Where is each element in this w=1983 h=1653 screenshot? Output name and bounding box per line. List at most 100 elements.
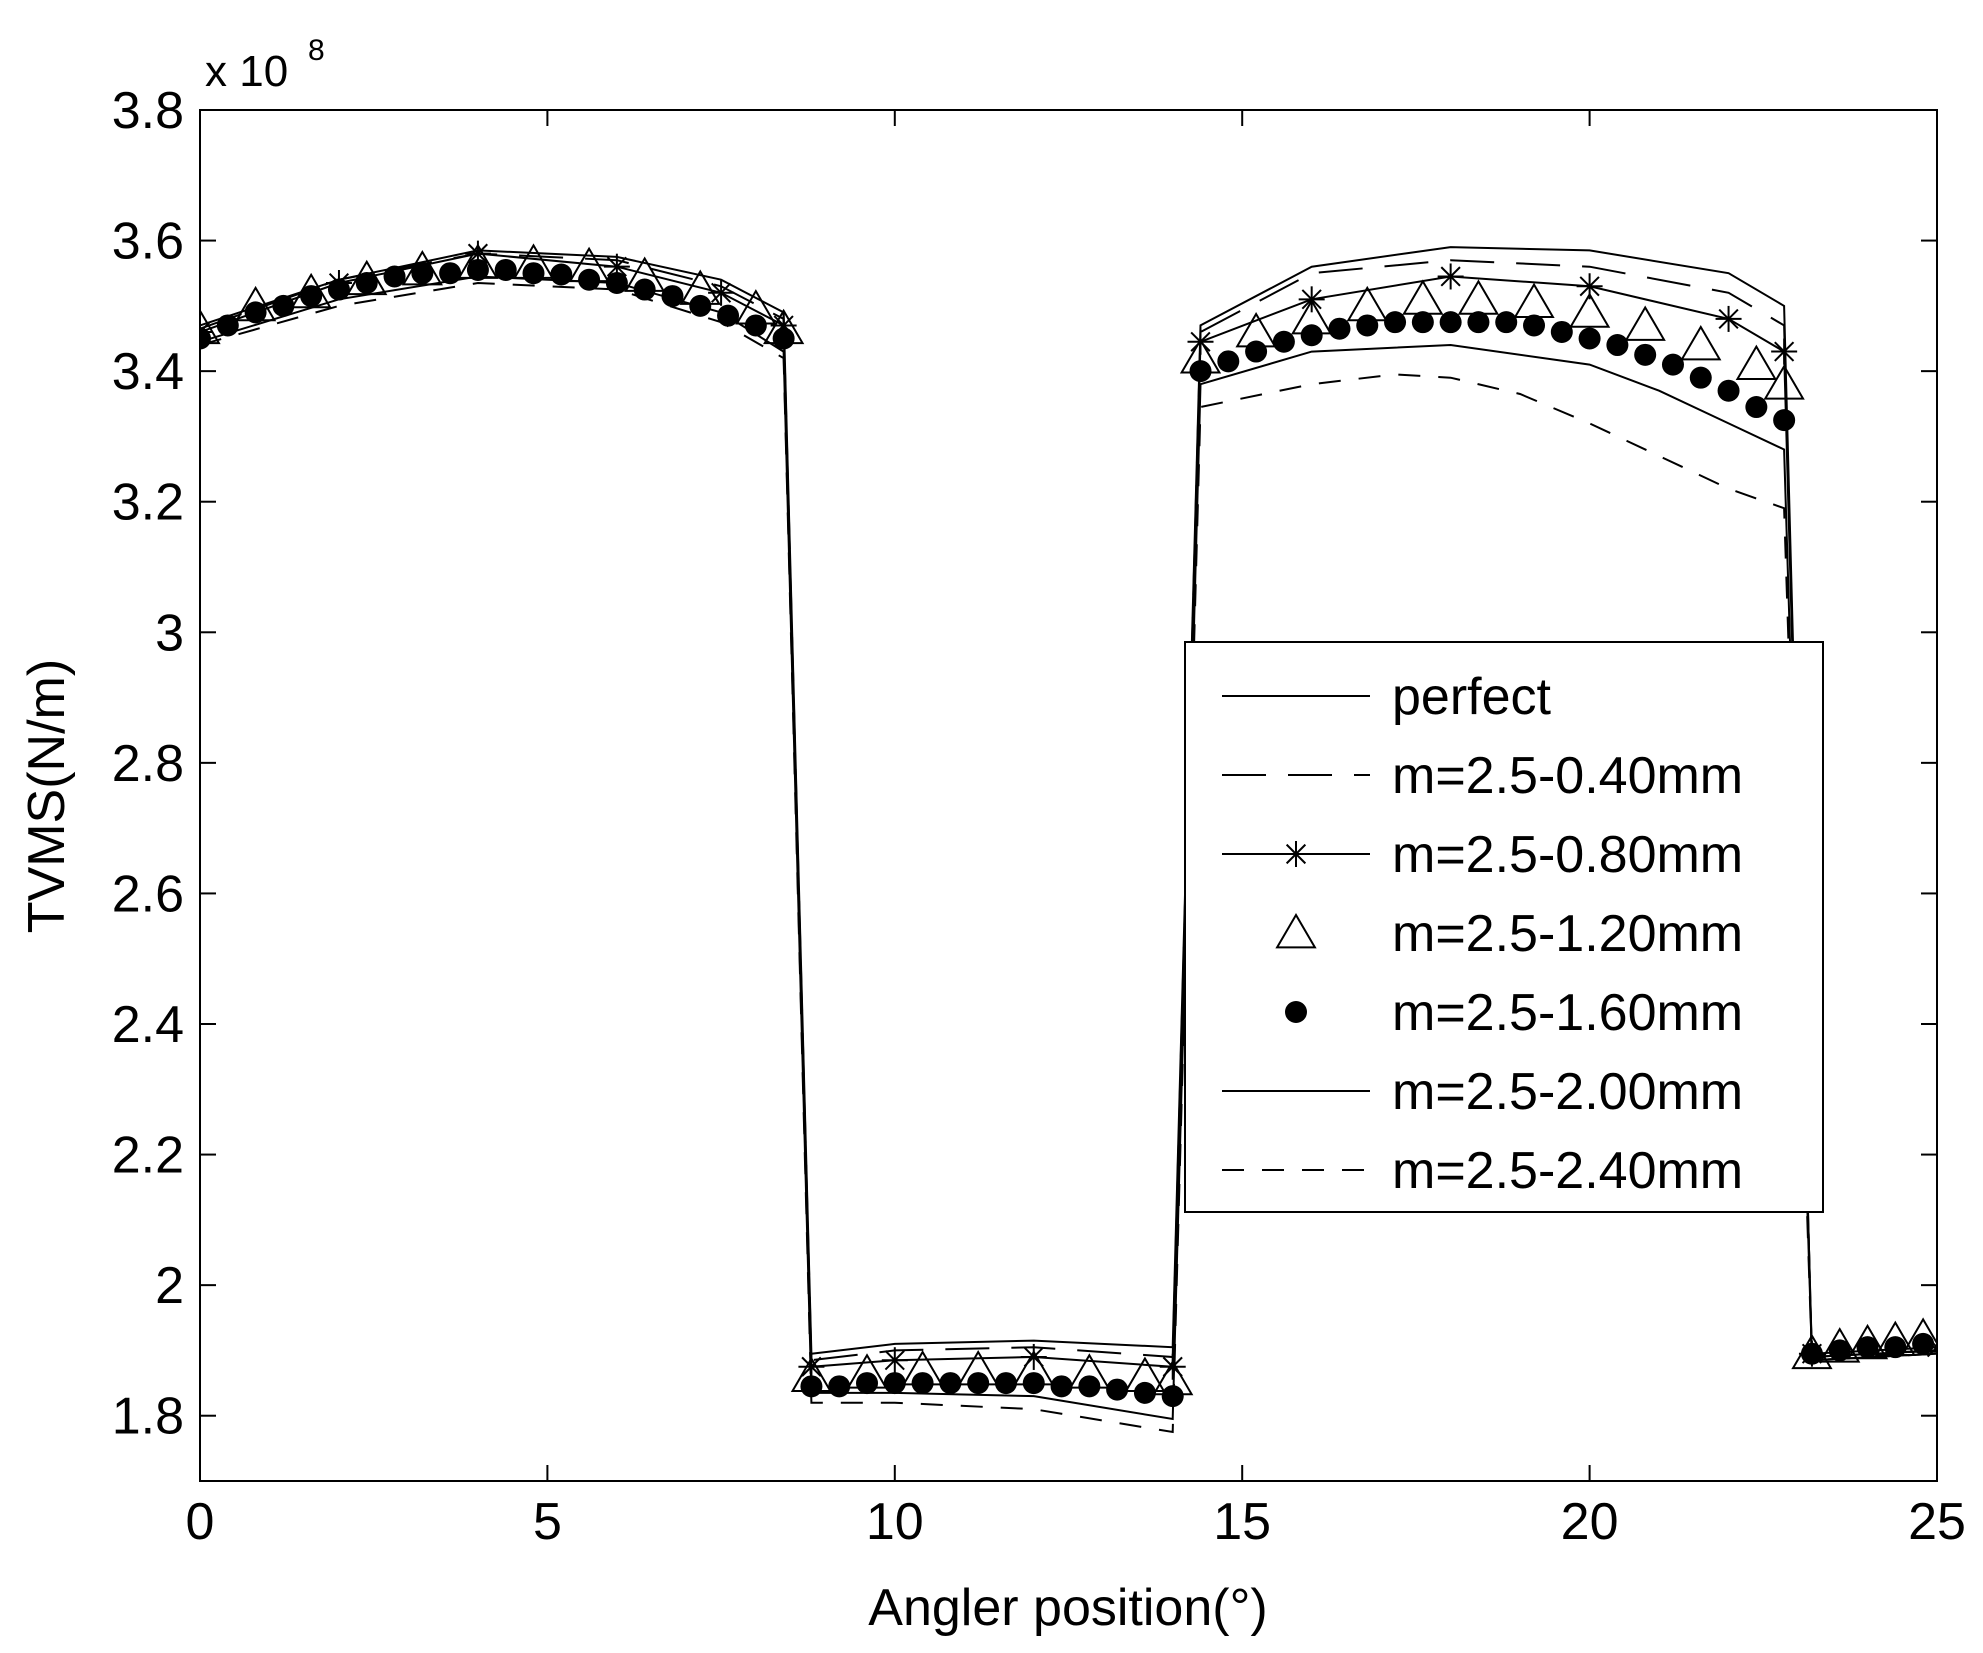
legend-label: m=2.5-0.80mm xyxy=(1392,826,1743,884)
triangle-marker xyxy=(1568,292,1611,328)
y-tick-label: 2.4 xyxy=(112,996,184,1054)
dot-marker xyxy=(883,1372,906,1395)
dot-marker xyxy=(994,1372,1017,1395)
dot-marker xyxy=(967,1372,990,1395)
triangle-marker xyxy=(1680,325,1722,361)
dot-marker xyxy=(327,278,350,301)
dot-marker xyxy=(633,278,656,301)
dot-marker xyxy=(856,1372,879,1395)
series-6 xyxy=(200,275,1937,1421)
legend-entry: m=2.5-2.40mm xyxy=(1222,1142,1743,1200)
dot-marker xyxy=(1689,366,1712,389)
dot-marker xyxy=(1356,314,1379,337)
legend-label: perfect xyxy=(1392,668,1552,726)
series-line xyxy=(200,281,1937,1434)
y-multiplier-label: x 10 xyxy=(205,47,288,96)
series-2 xyxy=(200,252,1937,1362)
dot-marker xyxy=(1884,1336,1907,1359)
dot-marker xyxy=(1495,311,1518,334)
legend: perfect m=2.5-0.40mm m=2.5-0.80mm m=2.5-1.2… xyxy=(1184,641,1824,1213)
star-marker xyxy=(881,1347,908,1374)
dot-marker xyxy=(1106,1378,1129,1401)
series-layer xyxy=(200,240,1937,1434)
legend-entry: m=2.5-0.80mm xyxy=(1222,826,1743,884)
x-axis-label: Angler position(°) xyxy=(868,1579,1267,1637)
y-tick-label: 2.2 xyxy=(112,1127,184,1185)
star-stroke xyxy=(1926,1345,1937,1358)
dot-marker xyxy=(1300,324,1323,347)
dot-marker xyxy=(300,285,323,308)
legend-label: m=2.5-1.20mm xyxy=(1392,905,1743,963)
dot-marker xyxy=(1550,320,1573,343)
legend-label: m=2.5-2.40mm xyxy=(1392,1142,1743,1200)
legend-entry: m=2.5-1.60mm xyxy=(1285,984,1743,1042)
dot-marker xyxy=(1634,343,1657,366)
dot-marker xyxy=(1467,311,1490,334)
x-tick-label: 0 xyxy=(186,1493,215,1551)
legend-label: m=2.5-2.00mm xyxy=(1392,1063,1743,1121)
legend-entry: perfect xyxy=(1222,668,1552,726)
dot-marker xyxy=(1245,340,1268,363)
dot-marker xyxy=(272,294,295,317)
star-stroke xyxy=(467,243,488,264)
star-stroke xyxy=(1285,843,1307,865)
star-stroke xyxy=(711,282,732,303)
dot-marker xyxy=(1022,1372,1045,1395)
series-7 xyxy=(200,281,1937,1434)
star-stroke xyxy=(884,1350,905,1371)
series-line xyxy=(200,252,1937,1362)
x-tick-label: 10 xyxy=(866,1493,924,1551)
triangle-marker xyxy=(1763,364,1805,400)
star-stroke xyxy=(1440,266,1461,287)
dot-marker xyxy=(1439,311,1462,334)
y-tick-label: 2 xyxy=(155,1257,184,1315)
star-stroke xyxy=(606,256,627,277)
dot-marker xyxy=(1661,353,1684,376)
legend-entry: m=2.5-2.00mm xyxy=(1222,1063,1743,1121)
y-tick-label: 3.2 xyxy=(112,474,184,532)
legend-label: m=2.5-0.40mm xyxy=(1392,747,1743,805)
dot-marker xyxy=(244,301,267,324)
legend-entry: m=2.5-0.40mm xyxy=(1222,747,1743,805)
y-tick-label: 2.6 xyxy=(112,865,184,923)
star-stroke xyxy=(1774,341,1795,362)
y-tick-label: 3.6 xyxy=(112,213,184,271)
dot-marker xyxy=(911,1372,934,1395)
dot-marker xyxy=(578,268,601,291)
dot-marker xyxy=(383,265,406,288)
series-3 xyxy=(200,240,1937,1380)
dot-marker xyxy=(1285,1001,1307,1023)
dot-marker xyxy=(439,262,462,285)
dot-marker xyxy=(1189,360,1212,383)
star-marker xyxy=(1437,263,1464,290)
dot-marker xyxy=(772,327,795,350)
star-marker xyxy=(708,279,735,306)
x-tick-label: 20 xyxy=(1561,1493,1619,1551)
star-stroke xyxy=(1579,276,1600,297)
dot-marker xyxy=(1745,396,1768,419)
y-tick-label: 3.8 xyxy=(112,82,184,140)
y-tick-label: 3 xyxy=(155,604,184,662)
x-tick-label: 5 xyxy=(533,1493,562,1551)
dot-marker xyxy=(828,1375,851,1398)
dot-marker xyxy=(1606,334,1629,357)
x-tick-label: 15 xyxy=(1213,1493,1271,1551)
axis-ticks: 0 5 10 15 20 25 1.8 2 2.2 2.4 2.6 2.8 3 3.2 3.4 3.6 3.8 xyxy=(112,82,1966,1551)
dot-marker xyxy=(355,272,378,295)
series-line xyxy=(200,275,1937,1421)
dot-marker xyxy=(1217,350,1240,373)
legend-entry: m=2.5-1.20mm xyxy=(1275,905,1743,963)
dot-marker xyxy=(1078,1375,1101,1398)
triangle-marker xyxy=(1275,913,1317,949)
y-exponent-label: 8 xyxy=(308,34,325,67)
dot-marker xyxy=(1773,409,1796,432)
dot-marker xyxy=(1856,1336,1879,1359)
triangle-marker xyxy=(1735,344,1777,381)
star-marker xyxy=(1283,841,1309,867)
triangle-marker xyxy=(200,308,221,345)
star-stroke xyxy=(200,321,211,334)
dot-marker xyxy=(1578,327,1601,350)
dot-marker xyxy=(1411,311,1434,334)
star-marker xyxy=(1715,305,1742,332)
